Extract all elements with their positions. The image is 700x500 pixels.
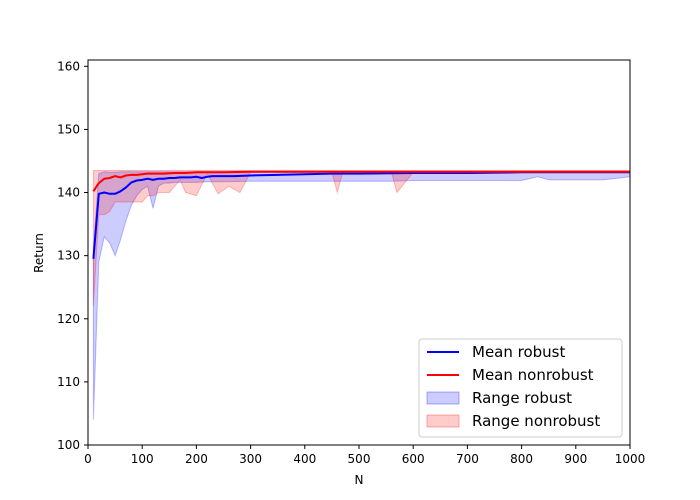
y-axis-label: Return bbox=[32, 233, 46, 273]
legend-frame bbox=[418, 338, 623, 438]
x-tick-label: 1000 bbox=[615, 452, 646, 466]
legend-label: Mean nonrobust bbox=[472, 366, 594, 384]
x-tick-label: 300 bbox=[239, 452, 262, 466]
x-tick-label: 400 bbox=[293, 452, 316, 466]
legend: Mean robust Mean nonrobust Range robust Ran… bbox=[418, 338, 623, 438]
y-tick-label: 140 bbox=[57, 186, 80, 200]
line-mean-nonrobust bbox=[92, 170, 630, 192]
legend-label: Range robust bbox=[472, 389, 572, 407]
y-tick-label: 160 bbox=[57, 59, 80, 73]
band-range-nonrobust bbox=[92, 170, 631, 307]
x-tick-label: 800 bbox=[510, 452, 533, 466]
x-axis-ticks: 0 100 200 300 400 500 600 700 800 900 1000 bbox=[84, 445, 645, 466]
y-tick-label: 150 bbox=[57, 122, 80, 136]
y-tick-label: 130 bbox=[57, 249, 80, 263]
x-tick-label: 100 bbox=[131, 452, 154, 466]
x-tick-label: 700 bbox=[456, 452, 479, 466]
legend-swatch bbox=[426, 391, 460, 405]
y-tick-label: 120 bbox=[57, 312, 80, 326]
legend-label: Range nonrobust bbox=[472, 412, 600, 430]
mean-lines bbox=[92, 170, 630, 259]
line-mean-robust bbox=[92, 171, 630, 259]
y-tick-label: 110 bbox=[57, 375, 80, 389]
legend-label: Mean robust bbox=[472, 343, 565, 361]
y-tick-label: 100 bbox=[57, 438, 80, 452]
y-axis-ticks: 100 110 120 130 140 150 160 bbox=[57, 59, 88, 452]
x-tick-label: 500 bbox=[348, 452, 371, 466]
legend-swatch bbox=[426, 414, 460, 428]
x-tick-label: 200 bbox=[185, 452, 208, 466]
x-tick-label: 0 bbox=[84, 452, 92, 466]
x-axis-label: N bbox=[355, 473, 364, 487]
x-tick-label: 600 bbox=[402, 452, 425, 466]
x-tick-label: 900 bbox=[564, 452, 587, 466]
